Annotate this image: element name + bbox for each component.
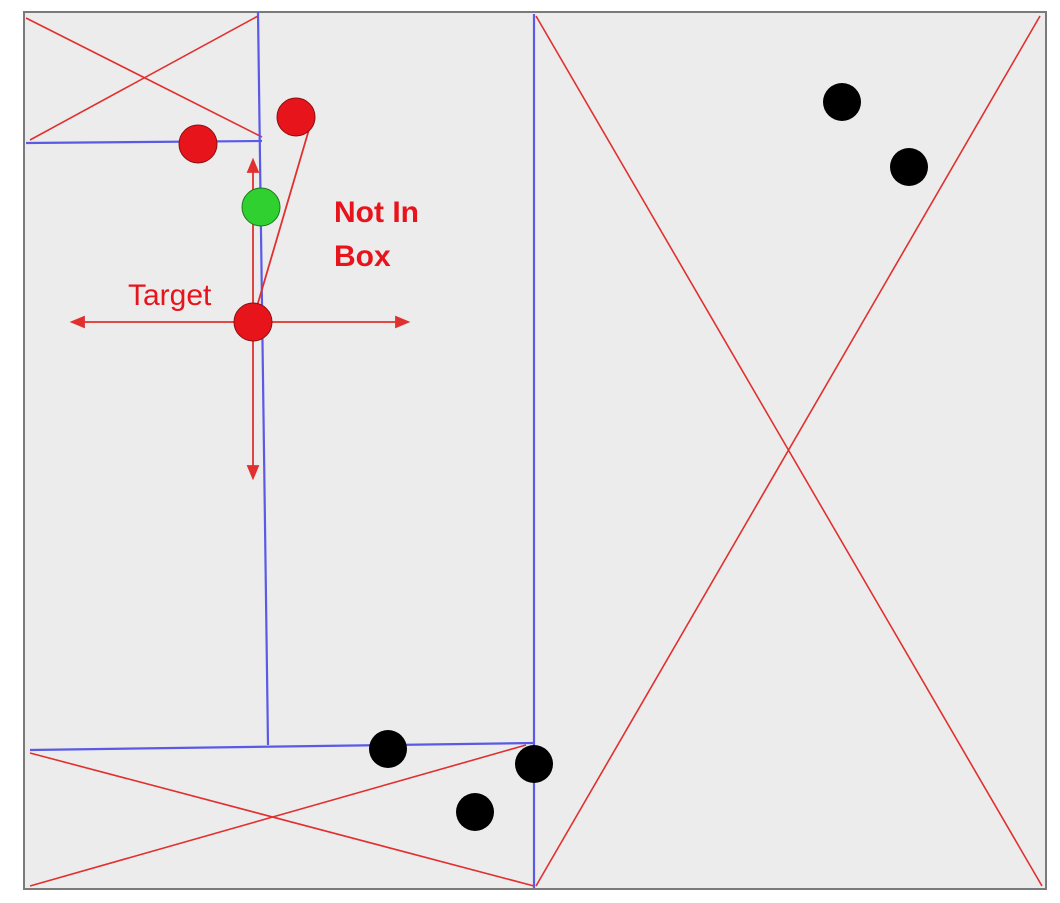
red-point-outside-box [276,97,316,137]
partition-lines [25,11,536,888]
target-point [233,302,273,342]
black-point-2 [890,148,928,186]
horizontal-split-top [25,139,263,145]
red-point-left [178,124,218,164]
arrow-up-icon [246,157,260,173]
arrow-down-icon [246,465,260,481]
not-in-box-label-line2: Box [334,240,391,273]
right-box-diagonal-b [535,15,1041,887]
red-points [178,97,316,342]
empty-box-diagonals [25,15,1043,887]
not-in-box-label-line1: Not In [334,196,419,229]
target-label: Target [128,279,212,312]
top-left-box-diagonal-b [29,15,259,141]
arrow-left-icon [69,315,85,329]
black-points [369,83,928,831]
right-box-diagonal-a [535,15,1043,887]
horizontal-split-bottom [29,741,535,752]
nearest-neighbor-point [241,187,281,227]
black-point-1 [823,83,861,121]
bottom-left-box-diagonal-b [29,744,527,887]
distance-line [252,125,311,321]
black-point-3 [369,730,407,768]
arrow-right-icon [395,315,411,329]
black-point-5 [456,793,494,831]
black-point-4 [515,745,553,783]
bottom-left-box-diagonal-a [29,752,535,887]
vertical-split-left [256,11,270,746]
